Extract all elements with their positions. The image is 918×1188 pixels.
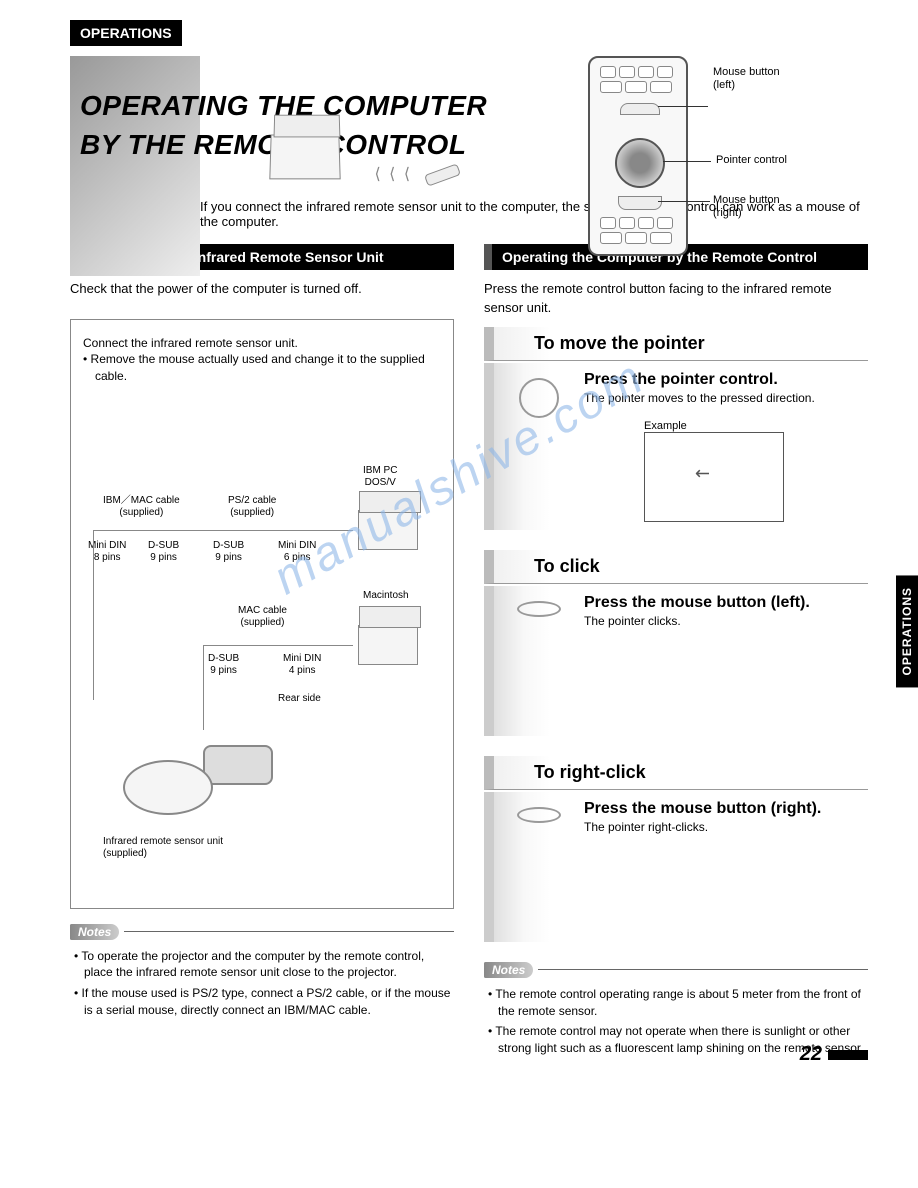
left-intro: Check that the power of the computer is …	[70, 280, 454, 298]
left-notes-label: Notes	[70, 924, 119, 940]
inst3-heading: Press the mouse button (right).	[584, 800, 858, 818]
right-click-icon	[517, 807, 561, 823]
inst1-text: The pointer moves to the pressed directi…	[584, 391, 858, 405]
label-mini-din-6: Mini DIN 6 pins	[278, 540, 316, 564]
side-tab: OPERATIONS	[896, 575, 918, 687]
label-dsub-9b: D-SUB 9 pins	[213, 540, 244, 564]
box-bullet: Remove the mouse actually used and chang…	[95, 351, 441, 385]
page-title-1: OPERATING THE COMPUTER	[80, 86, 868, 125]
left-click-icon	[517, 601, 561, 617]
laptop-ibmpc	[358, 510, 418, 550]
inst2-heading: Press the mouse button (left).	[584, 594, 858, 612]
label-macintosh: Macintosh	[363, 590, 409, 602]
remote-right-button	[618, 196, 662, 210]
box-line1: Connect the infrared remote sensor unit.	[83, 335, 441, 352]
left-note-1: To operate the projector and the compute…	[84, 948, 454, 982]
inst2-text: The pointer clicks.	[584, 614, 858, 628]
label-rear-side: Rear side	[278, 693, 321, 705]
operations-badge: OPERATIONS	[70, 20, 182, 46]
label-ibmpc: IBM PC DOS/V	[363, 465, 397, 489]
cursor-arrow-icon: ↖	[690, 460, 716, 486]
callout-mouse-right: Mouse button (right)	[713, 194, 780, 220]
label-mini-din-4: Mini DIN 4 pins	[283, 653, 321, 677]
left-notes-list: To operate the projector and the compute…	[70, 948, 454, 1019]
label-mac-cable: MAC cable (supplied)	[238, 605, 287, 629]
pointer-control-icon	[519, 378, 559, 418]
label-ibm-mac-cable: IBM／MAC cable (supplied)	[103, 495, 180, 519]
inst3-text: The pointer right-clicks.	[584, 820, 858, 834]
example-label: Example	[644, 420, 858, 432]
right-note-1: The remote control operating range is ab…	[498, 986, 868, 1020]
inst3-title: To right-click	[484, 756, 868, 790]
right-notes-label: Notes	[484, 962, 533, 978]
inst2-title: To click	[484, 550, 868, 584]
connection-diagram-box: Connect the infrared remote sensor unit.…	[70, 319, 454, 909]
left-note-2: If the mouse used is PS/2 type, connect …	[84, 985, 454, 1019]
inst1-title: To move the pointer	[484, 327, 868, 361]
page-number: 22	[800, 1043, 868, 1066]
laptop-illustration: ⟨ ⟨ ⟨	[270, 134, 520, 194]
right-intro: Press the remote control button facing t…	[484, 280, 868, 316]
inst1-heading: Press the pointer control.	[584, 371, 858, 389]
example-frame: ↖	[644, 432, 784, 522]
label-dsub-9c: D-SUB 9 pins	[208, 653, 239, 677]
label-ps2-cable: PS/2 cable (supplied)	[228, 495, 276, 519]
label-sensor-unit: Infrared remote sensor unit (supplied)	[103, 836, 223, 860]
laptop-mac	[358, 625, 418, 665]
label-dsub-9a: D-SUB 9 pins	[148, 540, 179, 564]
sensor-unit-illustration	[123, 745, 243, 815]
